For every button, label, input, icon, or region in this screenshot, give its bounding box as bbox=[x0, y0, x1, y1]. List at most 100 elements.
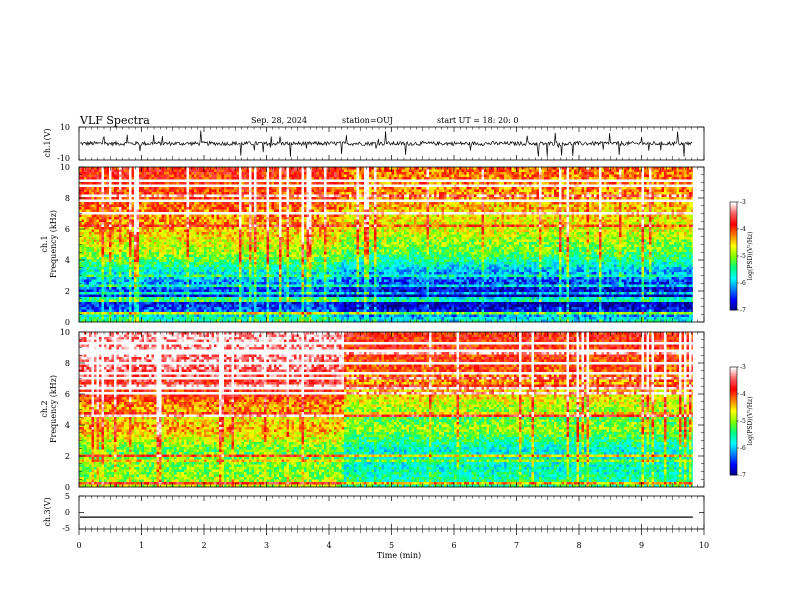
spectrogram-cell bbox=[167, 305, 170, 308]
spectrogram-cell bbox=[99, 182, 102, 185]
spectrogram-cell bbox=[224, 317, 227, 320]
spectrogram-cell bbox=[194, 175, 197, 178]
spectrogram-cell bbox=[97, 287, 100, 290]
spectrogram-cell bbox=[184, 240, 187, 243]
spectrogram-cell bbox=[134, 172, 137, 175]
spectrogram-cell bbox=[127, 175, 130, 178]
spectrogram-cell bbox=[87, 292, 90, 295]
spectrogram-cell bbox=[227, 217, 230, 220]
spectrogram-cell bbox=[192, 300, 195, 303]
spectrogram-cell bbox=[227, 307, 230, 310]
spectrogram-cell bbox=[244, 232, 247, 235]
spectrogram-cell bbox=[104, 255, 107, 258]
spectrogram-cell bbox=[224, 310, 227, 313]
spectrogram-cell bbox=[157, 170, 160, 173]
spectrogram-cell bbox=[104, 167, 107, 170]
spectrogram-cell bbox=[197, 300, 200, 303]
spectrogram-cell bbox=[149, 302, 152, 305]
spectrogram-cell bbox=[192, 245, 195, 248]
spectrogram-cell bbox=[194, 242, 197, 245]
spectrogram-cell bbox=[172, 220, 175, 223]
spectrogram-cell bbox=[109, 207, 112, 210]
spectrogram-cell bbox=[157, 310, 160, 313]
spectrogram-cell bbox=[104, 297, 107, 300]
spectrogram-cell bbox=[122, 290, 125, 293]
spectrogram-cell bbox=[262, 230, 265, 233]
spectrogram-cell bbox=[134, 257, 137, 260]
spectrogram-cell bbox=[84, 185, 87, 188]
spectrogram-cell bbox=[184, 210, 187, 213]
spectrogram-cell bbox=[267, 282, 270, 285]
spectrogram-cell bbox=[142, 172, 145, 175]
spectrogram-cell bbox=[137, 210, 140, 213]
spectrogram-cell bbox=[167, 280, 170, 283]
spectrogram-cell bbox=[162, 260, 165, 263]
spectrogram-cell bbox=[224, 202, 227, 205]
spectrogram-cell bbox=[172, 202, 175, 205]
spectrogram-cell bbox=[234, 175, 237, 178]
spectrogram-cell bbox=[129, 287, 132, 290]
spectrogram-cell bbox=[267, 192, 270, 195]
spectrogram-cell bbox=[159, 307, 162, 310]
spectrogram-cell bbox=[247, 260, 250, 263]
spectrogram-cell bbox=[232, 317, 235, 320]
spectrogram-cell bbox=[147, 300, 150, 303]
spectrogram-cell bbox=[127, 290, 130, 293]
spectrogram-cell bbox=[249, 307, 252, 310]
spectrogram-cell bbox=[254, 302, 257, 305]
spectrogram-cell bbox=[217, 177, 220, 180]
spectrogram-cell bbox=[227, 297, 230, 300]
spectrogram-cell bbox=[204, 207, 207, 210]
spectrogram-cell bbox=[229, 230, 232, 233]
spectrogram-cell bbox=[194, 232, 197, 235]
spectrogram-cell bbox=[249, 310, 252, 313]
spectrogram-cell bbox=[207, 177, 210, 180]
spectrogram-cell bbox=[107, 270, 110, 273]
spectrogram-cell bbox=[214, 222, 217, 225]
spectrogram-cell bbox=[184, 195, 187, 198]
spectrogram-cell bbox=[252, 315, 255, 318]
spectrogram-cell bbox=[184, 232, 187, 235]
spectrogram-cell bbox=[109, 195, 112, 198]
spectrogram-cell bbox=[142, 300, 145, 303]
spectrogram-cell bbox=[142, 242, 145, 245]
spectrogram-cell bbox=[222, 297, 225, 300]
spectrogram-cell bbox=[129, 187, 132, 190]
spectrogram-cell bbox=[232, 180, 235, 183]
spectrogram-cell bbox=[199, 267, 202, 270]
spectrogram-cell bbox=[122, 315, 125, 318]
spectrogram-cell bbox=[159, 255, 162, 258]
spectrogram-cell bbox=[174, 307, 177, 310]
spectrogram-cell bbox=[137, 250, 140, 253]
spectrogram-cell bbox=[124, 310, 127, 313]
spectrogram-cell bbox=[179, 197, 182, 200]
spectrogram-cell bbox=[139, 242, 142, 245]
spectrogram-cell bbox=[129, 245, 132, 248]
spectrogram-cell bbox=[84, 217, 87, 220]
spectrogram-cell bbox=[179, 242, 182, 245]
spectrogram-cell bbox=[249, 200, 252, 203]
spectrogram-cell bbox=[252, 177, 255, 180]
spectrogram-cell bbox=[144, 222, 147, 225]
spectrogram-cell bbox=[174, 312, 177, 315]
spectrogram-cell bbox=[82, 292, 85, 295]
spectrogram-cell bbox=[252, 212, 255, 215]
spectrogram-cell bbox=[227, 240, 230, 243]
spectrogram-cell bbox=[164, 190, 167, 193]
spectrogram-cell bbox=[97, 307, 100, 310]
spectrogram-cell bbox=[174, 212, 177, 215]
spectrogram-cell bbox=[192, 315, 195, 318]
spectrogram-cell bbox=[162, 250, 165, 253]
spectrogram-cell bbox=[207, 267, 210, 270]
spectrogram-cell bbox=[199, 177, 202, 180]
spectrogram-cell bbox=[184, 177, 187, 180]
spectrogram-cell bbox=[109, 307, 112, 310]
spectrogram-cell bbox=[142, 262, 145, 265]
spectrogram-cell bbox=[227, 187, 230, 190]
spectrogram-cell bbox=[114, 287, 117, 290]
spectrogram-cell bbox=[247, 315, 250, 318]
spectrogram-cell bbox=[122, 212, 125, 215]
spectrogram-cell bbox=[232, 215, 235, 218]
spectrogram-cell bbox=[249, 245, 252, 248]
spectrogram-cell bbox=[97, 210, 100, 213]
